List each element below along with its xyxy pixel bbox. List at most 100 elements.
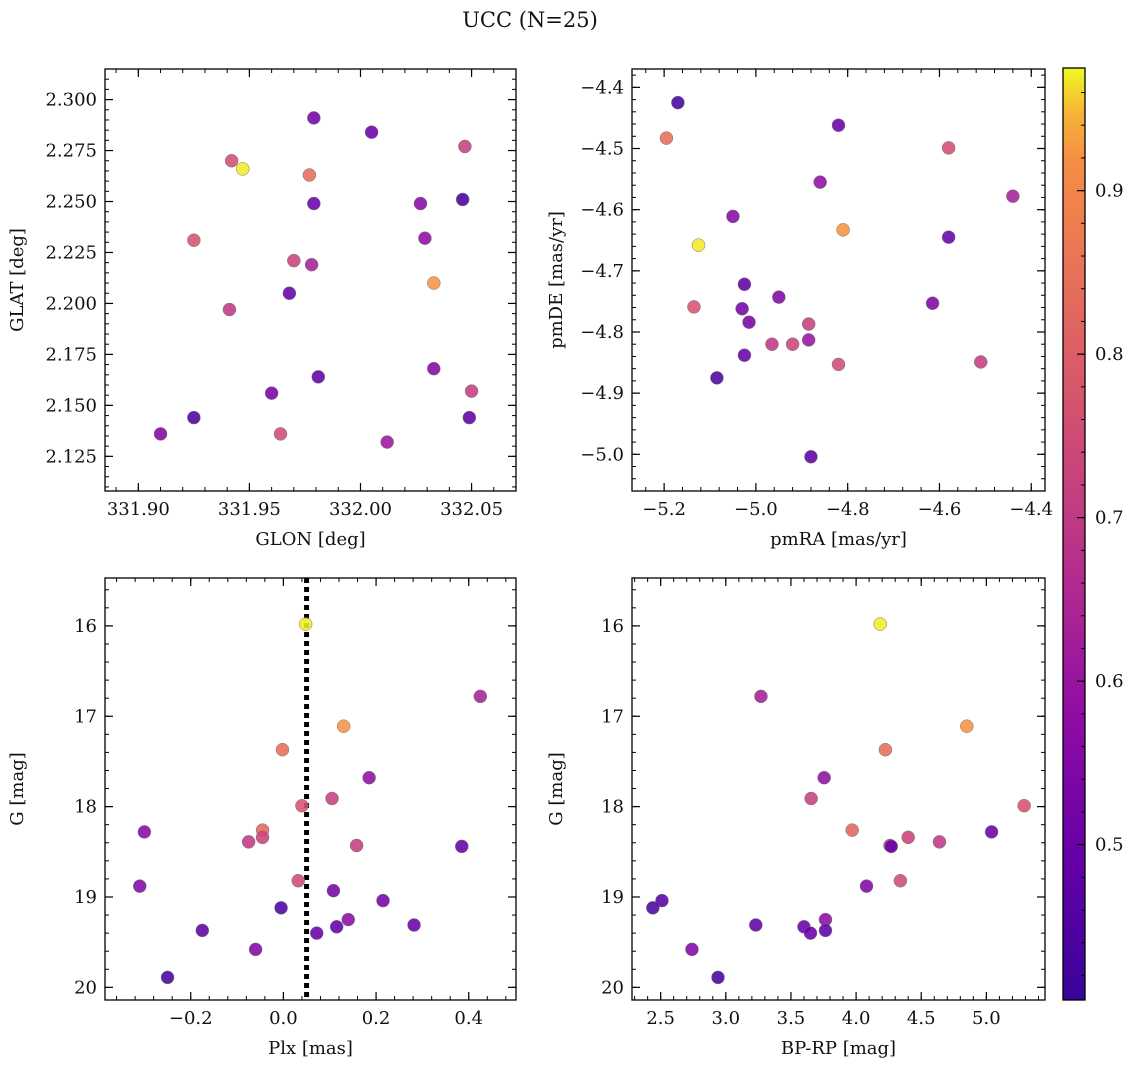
y-tick-label: 2.225 (45, 242, 97, 263)
scatter-point (455, 192, 470, 207)
colorbar-tick-label: 0.5 (1095, 835, 1124, 856)
scatter-point (845, 823, 859, 837)
x-tick-label: 0.4 (454, 1008, 483, 1029)
scatter-point (655, 893, 669, 908)
scatter-point (813, 175, 827, 189)
y-tick-label: 17 (601, 706, 624, 727)
scatter-point (187, 410, 201, 425)
scatter-point (407, 918, 421, 932)
scatter-point (685, 942, 699, 957)
x-tick-label: 3.0 (711, 1008, 740, 1029)
axes-frame (104, 68, 517, 492)
y-axis-label: G [mag] (7, 752, 28, 825)
scatter-point (427, 276, 441, 290)
scatter-point (160, 970, 175, 985)
y-tick-label: −5.0 (580, 444, 624, 465)
panel-bprp-g: 2.5 3.0 3.5 4.0 4.5 5.0 16 17 18 19 20 BP-RP [mag] G… (546, 577, 1046, 1059)
y-tick-label: −4.9 (580, 383, 624, 404)
y-tick-label: 2.125 (45, 446, 97, 467)
scatter-point (754, 689, 768, 704)
scatter-point (737, 348, 752, 362)
scatter-point (687, 300, 701, 314)
axes-frame (631, 68, 1046, 492)
scatter-point (304, 257, 319, 272)
y-tick-label: −4.6 (580, 200, 624, 221)
scatter-point (932, 835, 947, 849)
scatter-point (329, 920, 344, 934)
y-tick-label: 20 (74, 977, 97, 998)
scatter-point (137, 825, 152, 839)
scatter-point (241, 835, 256, 849)
scatter-point (735, 301, 749, 316)
scatter-point (801, 317, 816, 331)
scatter-point (884, 839, 899, 854)
scatter-point (341, 912, 356, 927)
scatter-point (710, 371, 724, 385)
scatter-point (287, 253, 301, 268)
colorbar-tick-label: 0.6 (1095, 671, 1124, 692)
y-tick-label: −4.7 (580, 261, 624, 282)
y-axis-label: pmDE [mas/yr] (546, 211, 567, 349)
scatter-point (960, 719, 974, 733)
figure-title: UCC (N=25) (462, 8, 598, 32)
panel-glon-glat: 331.90 331.95 332.00 332.05 2.125 2.150 2.175 2… (7, 68, 517, 550)
x-tick-label: 0.0 (269, 1008, 298, 1029)
y-tick-label: −4.5 (580, 139, 624, 160)
y-tick-label: 2.150 (45, 395, 97, 416)
y-tick-label: −4.4 (580, 77, 624, 98)
x-tick-label: 331.90 (107, 499, 170, 520)
y-tick-label: 19 (601, 887, 624, 908)
x-tick-label: 3.5 (777, 1008, 806, 1029)
scatter-point (153, 427, 168, 441)
scatter-point (646, 901, 660, 915)
panel-pmra-pmde: −5.2 −5.0 −4.8 −4.6 −4.4 −5.0 −4.9 −4.8 −4.7 −4.6… (546, 68, 1053, 550)
x-axis-label: Plx [mas] (268, 1038, 353, 1059)
scatter-point (336, 719, 351, 733)
scatter-point (473, 689, 488, 704)
scatter-point (462, 410, 477, 425)
scatter-point (801, 333, 816, 347)
x-tick-label: 2.5 (646, 1008, 675, 1029)
scatter-point (1006, 189, 1020, 203)
scatter-point (282, 286, 297, 301)
scatter-point (364, 125, 379, 139)
x-tick-label: −5.2 (642, 499, 686, 520)
scatter-point (133, 879, 147, 893)
scatter-point (878, 742, 893, 757)
scatter-point (274, 901, 288, 915)
axes-frame (104, 577, 517, 1001)
scatter-point (749, 918, 763, 932)
x-tick-label: 4.5 (907, 1008, 936, 1029)
scatter-point (295, 798, 309, 813)
scatter-point (311, 370, 326, 384)
scatter-point (804, 450, 818, 464)
scatter-point (785, 337, 800, 351)
scatter-point (803, 926, 818, 940)
y-tick-label: 2.175 (45, 344, 97, 365)
scatter-point (772, 290, 786, 304)
scatter-point (941, 141, 956, 155)
scatter-point (818, 923, 833, 938)
x-tick-label: −4.6 (918, 499, 962, 520)
scatter-point (464, 384, 479, 398)
scatter-point (659, 131, 674, 145)
scatter-point (941, 230, 956, 244)
scatter-point (273, 427, 288, 441)
x-tick-label: −0.2 (169, 1008, 213, 1029)
scatter-point (187, 233, 201, 247)
scatter-point (413, 196, 428, 211)
scatter-point (671, 95, 685, 110)
scatter-point (302, 168, 317, 182)
scatter-point (349, 838, 364, 853)
scatter-point (275, 742, 290, 757)
x-tick-label: 0.2 (362, 1008, 391, 1029)
scatter-point (804, 791, 818, 806)
y-tick-label: 16 (601, 616, 624, 637)
x-axis-label: GLON [deg] (255, 529, 365, 550)
y-axis-label: G [mag] (546, 752, 567, 825)
y-tick-label: 18 (74, 797, 97, 818)
scatter-point (248, 942, 263, 957)
scatter-point (974, 355, 988, 369)
x-tick-label: 332.00 (329, 499, 392, 520)
